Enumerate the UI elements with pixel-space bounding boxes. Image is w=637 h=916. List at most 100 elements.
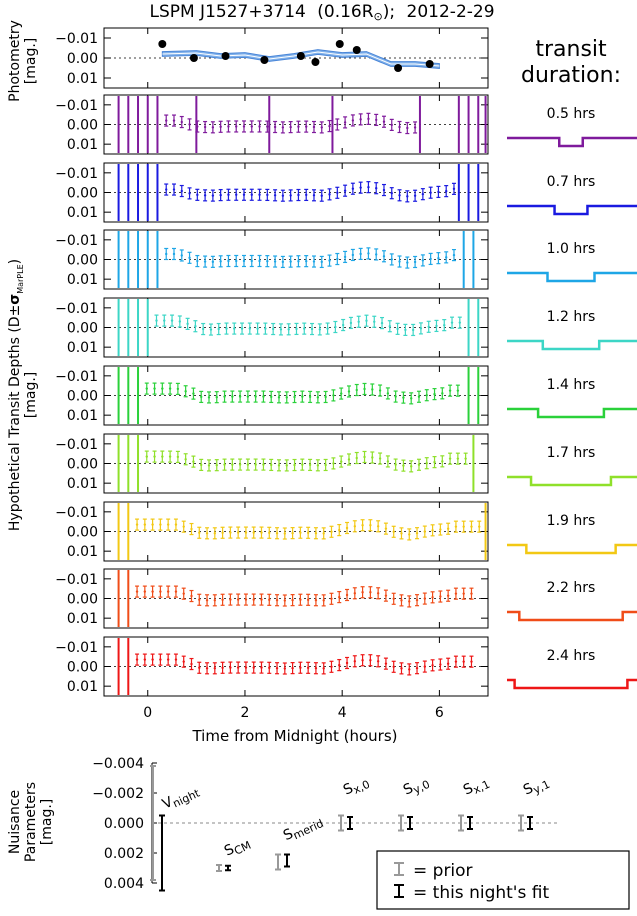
depth-point	[283, 667, 287, 670]
depth-point	[285, 396, 288, 399]
error-bar	[385, 455, 390, 468]
error-bar	[228, 593, 233, 606]
error-bar	[218, 255, 223, 268]
error-bar	[345, 521, 350, 535]
error-bar	[249, 254, 254, 268]
depth-point	[174, 523, 178, 526]
error-bar	[424, 389, 429, 402]
error-bar	[315, 459, 320, 472]
error-bar	[228, 661, 233, 674]
depth-point	[305, 259, 308, 263]
depth-point	[343, 189, 347, 192]
error-bar	[329, 660, 334, 673]
error-bar	[206, 391, 211, 404]
error-bar	[409, 392, 414, 405]
error-bar	[263, 322, 268, 335]
depth-point	[421, 259, 425, 262]
depth-point	[462, 525, 465, 528]
error-bar	[205, 527, 210, 540]
error-bar	[346, 385, 351, 398]
depth-point	[270, 463, 273, 467]
depth-point	[392, 597, 395, 600]
error-bar	[271, 322, 276, 336]
depth-point	[192, 460, 195, 463]
error-bar	[276, 391, 281, 404]
depth-point	[308, 395, 312, 399]
error-bar	[395, 322, 400, 335]
depth-point	[336, 257, 339, 261]
legend-box	[376, 850, 630, 910]
error-bar	[197, 661, 202, 674]
depth-point	[287, 328, 290, 331]
error-bar	[387, 320, 392, 333]
error-bar	[311, 189, 316, 202]
depth-point	[448, 457, 452, 460]
panel-depth-7: −0.01 0.00 0.01	[55, 568, 489, 629]
y-tick-label: 0.00	[67, 592, 98, 608]
depth-point	[423, 530, 427, 533]
depth-point	[196, 125, 199, 128]
y-tick-label: −0.01	[55, 369, 98, 385]
depth-point	[266, 193, 269, 197]
depth-point	[410, 397, 413, 400]
depth-point	[260, 666, 263, 669]
depth-point	[165, 188, 168, 191]
depth-point	[373, 320, 376, 323]
error-bar	[216, 322, 221, 336]
depth-point	[384, 594, 388, 597]
error-bar	[368, 654, 373, 667]
depth-point	[227, 193, 230, 196]
error-bar	[432, 388, 437, 401]
depth-point	[330, 530, 333, 533]
prior-error-bar	[216, 864, 222, 872]
depth-point	[322, 532, 325, 535]
error-bar	[243, 661, 248, 674]
fit-error-bar	[284, 853, 290, 868]
error-bar	[208, 323, 213, 336]
error-bar	[150, 585, 155, 598]
depth-point	[308, 463, 312, 467]
depth-point	[345, 661, 349, 665]
depth-point	[452, 253, 456, 257]
depth-point	[375, 118, 378, 122]
error-bar	[389, 118, 394, 131]
y-tick-label: 0.00	[67, 186, 98, 202]
depth-point	[478, 525, 481, 528]
error-bar	[422, 660, 427, 673]
title-radius: (0.16R	[317, 2, 373, 22]
error-bar	[232, 322, 237, 335]
error-bar	[171, 247, 176, 261]
error-bar	[469, 587, 474, 600]
error-bar	[343, 250, 348, 264]
error-bar	[401, 459, 406, 472]
depth-point	[415, 598, 419, 602]
depth-point	[429, 191, 432, 194]
depth-point	[223, 463, 226, 466]
error-bar	[292, 390, 297, 404]
depth-point	[433, 392, 436, 396]
y-tick-label: 0.00	[67, 457, 98, 473]
nuisance-category-label: Sx,0	[341, 773, 372, 800]
depth-point	[151, 523, 154, 526]
depth-point	[285, 464, 288, 467]
error-bar	[444, 251, 449, 264]
depth-point	[363, 455, 366, 459]
depth-point	[289, 194, 292, 197]
depth-point	[281, 260, 285, 264]
photometry-point	[221, 52, 230, 60]
error-bar	[290, 594, 295, 607]
error-bar	[251, 661, 256, 674]
depth-point	[159, 658, 162, 661]
depth-point	[398, 260, 401, 263]
depth-point	[359, 252, 362, 256]
depth-point	[271, 327, 275, 331]
error-bar	[158, 653, 163, 666]
error-bar	[401, 391, 406, 404]
error-bar	[376, 520, 381, 533]
depth-point	[446, 662, 450, 665]
error-bar	[160, 382, 165, 395]
error-bar	[337, 658, 342, 672]
depth-point	[351, 119, 355, 122]
error-bar	[269, 458, 274, 472]
depth-point	[454, 525, 458, 528]
